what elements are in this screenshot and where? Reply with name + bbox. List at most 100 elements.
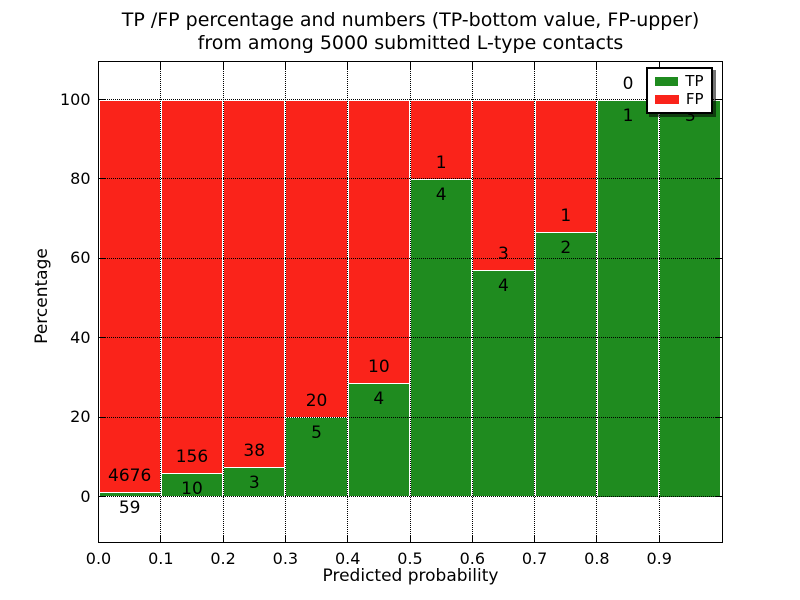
y-tick-label: 40 [70,327,91,347]
legend-swatch-fp-icon [654,94,679,104]
y-tick-label: 60 [70,248,91,268]
x-tick-bottom [658,534,660,542]
x-tick-top [98,61,99,69]
x-gridline [534,61,536,542]
bar-count-label-tp: 4 [435,184,447,205]
y-tick-label: 0 [80,486,91,506]
bar-segment-fp [410,99,473,180]
chart-title-line1: TP /FP percentage and numbers (TP-bottom… [121,9,700,31]
x-tick-bottom [160,534,162,542]
y-tick-right [714,337,722,339]
x-tick-label: 0.3 [272,548,299,568]
bar-segment-tp [596,99,660,498]
x-tick-bottom [222,534,224,542]
x-tick-bottom [534,534,536,542]
bar-segment-fp [285,99,348,419]
bar-count-label-fp: 4676 [108,465,152,486]
x-tick-label: 0.1 [148,548,174,568]
bar-count-label-tp: 2 [560,237,572,258]
bar-count-label-tp: 59 [118,497,141,518]
x-tick-label: 0.9 [646,548,672,568]
bar-segment-tp [534,231,597,498]
y-tick-left [98,496,106,497]
x-gridline [347,61,349,542]
bar-count-label-tp: 10 [181,478,203,499]
x-tick-top [596,61,598,69]
x-tick-bottom [347,534,349,542]
x-gridline [284,61,286,542]
chart-title-line2: from among 5000 submitted L-type contact… [197,32,624,54]
x-gridline [222,61,224,542]
x-tick-top [409,61,411,69]
bar-count-label-fp: 20 [305,391,328,412]
y-tick-label: 100 [59,89,91,109]
y-axis-label: Percentage [32,248,52,344]
bar-count-label-fp: 3 [498,243,509,264]
x-tick-top [160,61,162,69]
x-tick-bottom [596,534,598,542]
y-tick-right [714,257,722,259]
x-tick-label: 0.7 [521,548,548,568]
x-tick-bottom [98,534,99,542]
bar-count-label-tp: 4 [498,275,509,296]
bar-count-label-tp: 4 [373,389,385,410]
x-tick-top [534,61,536,69]
y-tick-label: 20 [70,407,91,427]
y-tick-left [98,416,106,418]
bar-count-label-fp: 38 [243,441,266,462]
x-tick-bottom [284,534,286,542]
x-gridline [409,61,411,542]
x-tick-label: 0.4 [334,548,361,568]
x-tick-label: 0.5 [397,548,423,568]
bar-segment-fp [472,99,535,271]
y-tick-left [98,99,106,100]
y-tick-right [714,416,722,418]
x-tick-top [284,61,286,69]
legend: TP FP [645,66,713,114]
y-tick-right [714,99,722,100]
x-tick-bottom [471,534,473,542]
x-gridline [596,61,598,542]
bar-segment-fp [347,99,410,385]
x-axis-label: Predicted probability [322,566,499,586]
x-tick-top [222,61,224,69]
bar-count-label-fp: 156 [175,446,209,467]
bar-segment-tp [410,178,473,498]
bar-count-label-tp: 3 [248,473,260,494]
bar-count-label-fp: 0 [622,73,634,94]
legend-entry-fp: FP [654,91,704,107]
bar-count-label-fp: 1 [560,205,572,226]
x-tick-bottom [409,534,411,542]
y-tick-left [98,178,106,180]
bar-count-label-tp: 3 [684,105,696,126]
bar-segment-fp [534,99,597,233]
bar-segment-fp [98,99,161,493]
x-gridline [471,61,473,542]
y-tick-right [714,496,722,497]
x-tick-label: 0.0 [85,548,112,568]
bar-segment-fp [223,99,286,469]
bar-segment-tp [659,99,722,498]
x-gridline [658,61,660,542]
x-tick-top [347,61,349,69]
x-tick-label: 0.8 [584,548,610,568]
bar-segment-fp [160,99,224,474]
x-tick-label: 0.2 [210,548,236,568]
bar-count-label-fp: 1 [435,152,447,173]
bar-count-label-tp: 1 [622,105,634,126]
bar-count-label-fp: 10 [368,357,390,378]
x-tick-top [471,61,473,69]
x-tick-label: 0.6 [459,548,486,568]
bar-count-label-tp: 5 [311,423,322,444]
bar-segment-tp [285,417,348,498]
chart-title: TP /FP percentage and numbers (TP-bottom… [99,9,722,55]
legend-entry-tp: TP [654,71,704,90]
y-tick-right [714,178,722,180]
y-tick-left [98,337,106,339]
y-tick-label: 80 [70,168,91,188]
legend-label-tp: TP [685,71,704,90]
plot-area: 4676591561038320510414341201030204060801… [60,60,723,568]
legend-swatch-tp-icon [654,76,679,86]
bar-segment-tp [472,269,535,498]
